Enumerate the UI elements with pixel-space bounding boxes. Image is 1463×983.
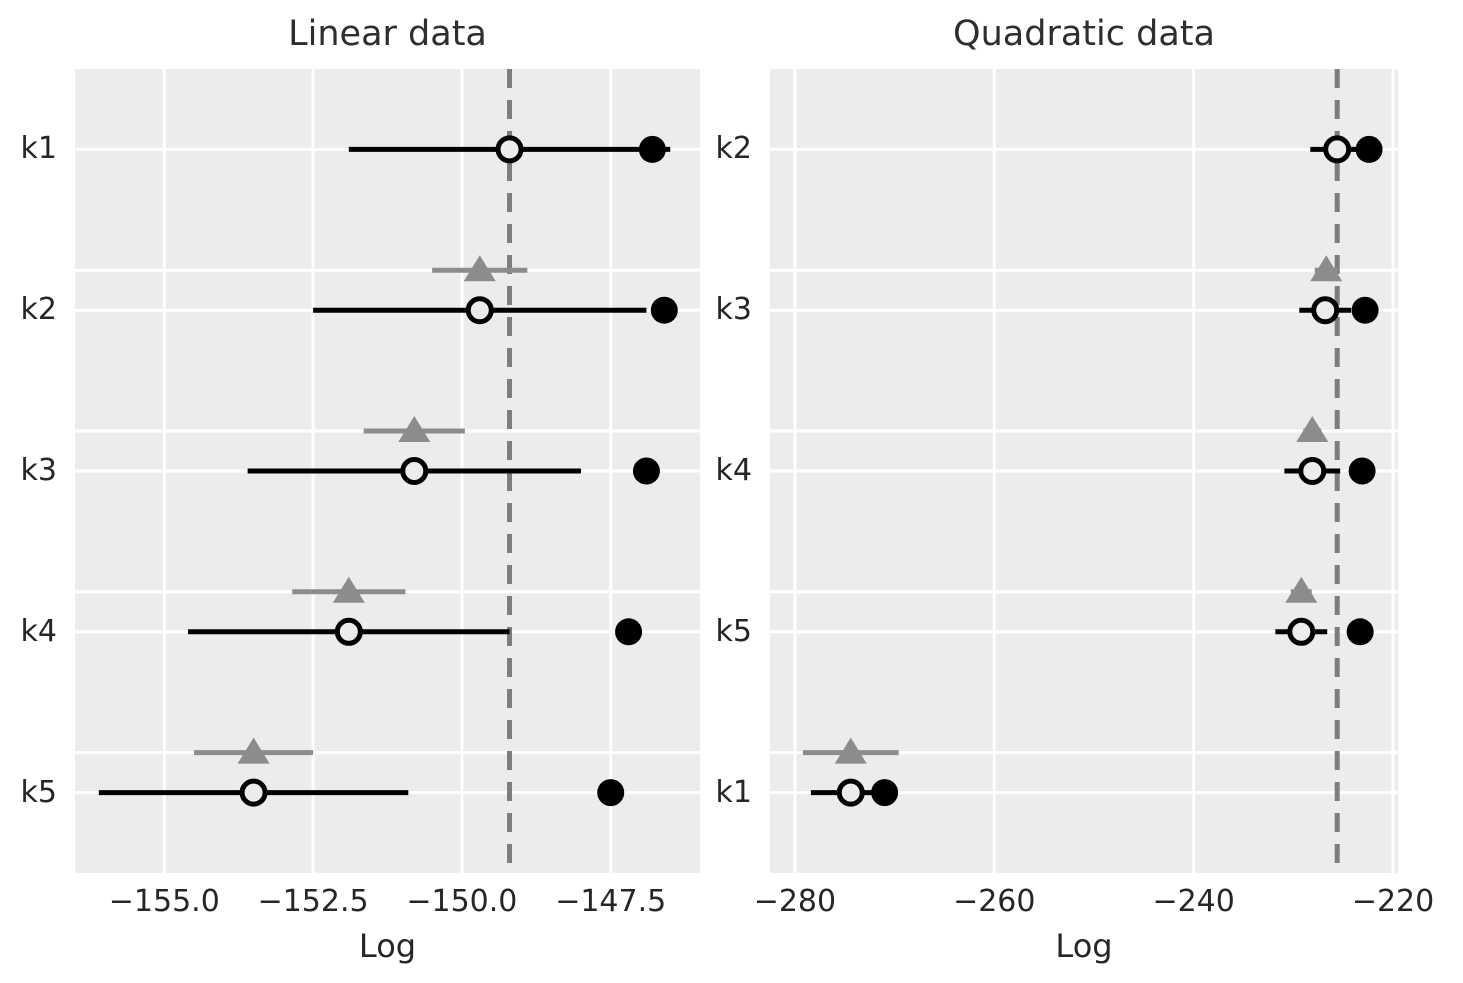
loo-marker-k4 (334, 617, 363, 646)
loo-marker-k1 (495, 135, 524, 164)
diff-triangle-k5 (1285, 576, 1318, 603)
loo-marker-k3 (1311, 296, 1340, 325)
loo-marker-k1 (836, 778, 865, 807)
left-ytick-label-k4: k4 (20, 613, 57, 649)
right-ytick-label-k4: k4 (715, 453, 752, 488)
diff-triangle-k4 (332, 576, 365, 603)
left-xtick-label-2: −150.0 (406, 884, 518, 919)
right-ytick-label-k1: k1 (715, 774, 752, 810)
insample-marker-k2 (1355, 135, 1383, 163)
left-xtick-label-1: −152.5 (257, 884, 369, 919)
right-axes-area (770, 69, 1398, 873)
right-xtick-label-0: −280 (753, 884, 837, 919)
insample-marker-k5 (597, 779, 625, 807)
right-subplot-title: Quadratic data (953, 14, 1215, 54)
diff-triangle-k3 (398, 416, 431, 442)
left-xtick-label-3: −147.5 (555, 884, 667, 919)
diff-triangle-k3 (1310, 255, 1343, 282)
left-subplot-title: Linear data (288, 14, 487, 54)
right-xtick-label-1: −260 (953, 884, 1036, 919)
right-ytick-label-k2: k2 (715, 131, 752, 167)
loo-marker-k5 (239, 778, 268, 807)
insample-marker-k4 (1348, 457, 1376, 485)
insample-marker-k3 (1351, 296, 1379, 324)
insample-marker-k2 (650, 296, 678, 324)
diff-triangle-k4 (1296, 416, 1329, 442)
loo-marker-k5 (1287, 617, 1316, 646)
right-ytick-label-k5: k5 (715, 613, 752, 649)
right-x-axis-label: Log (1055, 927, 1113, 965)
right-xtick-label-2: −240 (1152, 884, 1235, 919)
diff-triangle-k5 (237, 737, 270, 764)
loo-marker-k4 (1298, 457, 1327, 485)
loo-marker-k2 (465, 296, 494, 325)
left-ytick-label-k3: k3 (20, 453, 57, 488)
diff-triangle-k1 (834, 737, 867, 764)
insample-marker-k5 (1346, 618, 1374, 646)
left-x-axis-label: Log (358, 927, 417, 965)
loo-marker-k3 (400, 457, 429, 485)
diff-triangle-k2 (463, 255, 496, 282)
left-ytick-label-k2: k2 (20, 292, 57, 328)
loo-marker-k2 (1323, 135, 1352, 164)
right-ytick-label-k3: k3 (715, 292, 752, 328)
insample-marker-k1 (871, 779, 899, 807)
left-xtick-label-0: −155.0 (108, 884, 220, 919)
insample-marker-k1 (638, 135, 666, 163)
left-axes-area (75, 69, 700, 873)
left-ytick-label-k5: k5 (20, 774, 57, 810)
left-ytick-label-k1: k1 (20, 131, 57, 167)
insample-marker-k3 (632, 457, 660, 485)
right-xtick-label-3: −220 (1351, 884, 1435, 919)
insample-marker-k4 (615, 618, 643, 646)
